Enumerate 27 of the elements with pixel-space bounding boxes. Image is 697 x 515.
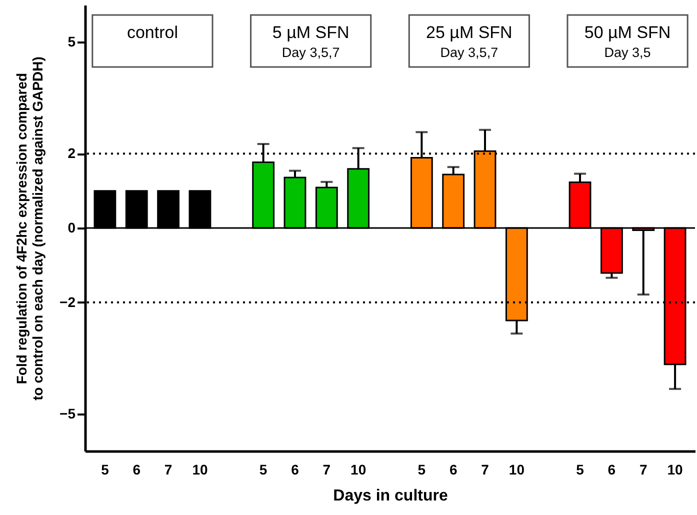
x-tick-label: 10 bbox=[192, 462, 208, 478]
x-tick-label: 10 bbox=[667, 462, 684, 478]
text: 5 µM SFN Day 3,5,7 bbox=[272, 23, 350, 60]
x-tick-label: 10 bbox=[508, 462, 525, 478]
y-tick-label: −2 bbox=[60, 294, 76, 310]
y-axis-title: Fold regulation of 4F2hc expression compared to control on each day (normalized against GAPDH) bbox=[14, 56, 46, 400]
text: 50 µM SFN Day 3,5 bbox=[584, 23, 671, 60]
x-tick-label: 6 bbox=[291, 462, 300, 478]
x-tick-label: 5 bbox=[101, 462, 110, 478]
x-tick-label: 6 bbox=[132, 462, 141, 478]
y-tick-label: 0 bbox=[68, 220, 76, 236]
x-tick-label: 7 bbox=[322, 462, 331, 478]
x-tick-label: 5 bbox=[576, 462, 584, 478]
x-tick-label: 7 bbox=[639, 462, 648, 478]
text: 25 µM SFN Day 3,5,7 bbox=[426, 23, 512, 60]
y-tick-label: 2 bbox=[68, 145, 76, 162]
y-tick-label: −5 bbox=[60, 405, 76, 422]
y-tick-label: 5 bbox=[68, 34, 76, 50]
x-tick-label: 10 bbox=[350, 462, 366, 478]
x-tick-label: 7 bbox=[481, 462, 490, 478]
x-tick-label: 5 bbox=[418, 462, 426, 478]
x-axis-title: Days in culture bbox=[333, 488, 448, 504]
x-tick-label: 6 bbox=[608, 462, 616, 478]
annotation: control bbox=[126, 23, 178, 42]
x-tick-label: 6 bbox=[449, 462, 458, 478]
x-tick-label: 7 bbox=[164, 462, 172, 478]
x-tick-label: 5 bbox=[259, 462, 268, 478]
